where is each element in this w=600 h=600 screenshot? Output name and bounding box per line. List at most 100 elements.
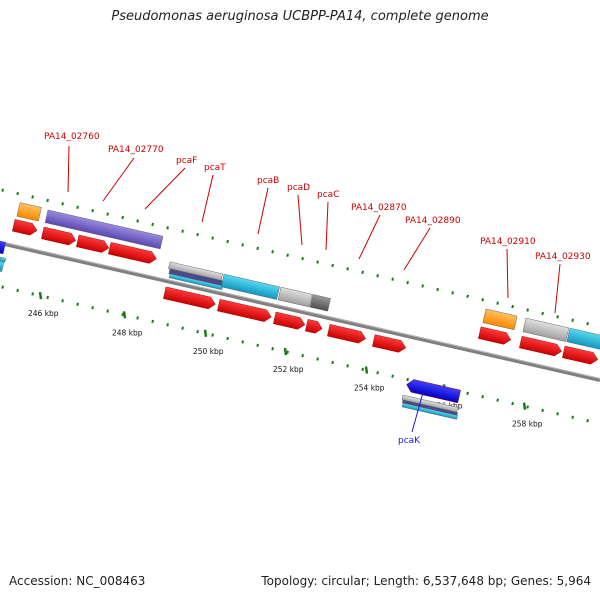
lower-dot-mark [556,412,559,416]
upper-dot-mark [496,301,499,305]
lower-dot-mark [361,367,364,372]
lower-dot-mark [511,401,514,406]
label-leader-line [144,167,186,210]
upper-dot-mark [241,243,244,247]
gene-bar-cyan [0,255,6,263]
label-leader-line [403,227,431,271]
gene-bar-purple [44,209,164,250]
label-leader-line [297,194,303,246]
upper-dot-mark [256,246,259,251]
upper-dot-mark [511,304,514,309]
gene-bar-cyan [168,273,223,290]
lower-dot-mark [301,353,304,358]
upper-dot-mark [391,277,394,281]
accession-text: Accession: NC_008463 [9,574,146,588]
gene-label: pcaC [317,190,339,200]
gene-bar-cyan [401,402,458,420]
lower-dot-mark [541,408,544,413]
lower-dot-mark [241,340,244,344]
upper-dot-mark [556,315,559,319]
upper-dot-mark [541,311,544,316]
label-leader-line [201,174,214,223]
gene-label: PA14_02890 [405,216,461,226]
lower-dot-mark [196,329,199,334]
upper-dot-mark [436,287,439,292]
genome-backbone [0,241,600,382]
cds-arrow [327,324,366,344]
upper-dot-mark [451,291,454,295]
gene-bar-cyan [220,273,280,300]
scale-tick [522,402,527,410]
lower-dot-mark [46,295,49,300]
lower-dot-mark [61,299,64,303]
scale-tick [203,329,208,337]
upper-dot-mark [151,222,154,227]
lower-dot-mark [166,323,169,327]
scale-tick [283,347,288,356]
cds-arrow [372,334,407,353]
pcak-arrow [406,379,461,404]
cds-arrow [478,326,512,345]
scale-label: 246 kbp [28,309,59,318]
upper-dot-mark [406,280,409,285]
gene-label: PA14_02910 [480,237,536,247]
scale-tick [122,311,127,319]
map-title: Pseudomonas aeruginosa UCBPP-PA14, compl… [111,9,489,24]
lower-dot-mark [181,326,184,330]
cds-arrow [41,226,77,246]
label-leader-line [506,248,509,299]
lower-dot-mark [316,357,319,361]
gene-bar-gray [522,317,570,342]
gene-bar-orange [482,308,518,330]
label-leader-line [67,145,70,193]
upper-dot-mark [181,229,184,233]
lower-dot-mark [211,333,214,337]
lower-dot-mark [346,364,349,368]
label-leader-line [257,187,269,235]
upper-dot-mark [61,202,64,206]
lower-dot-mark [31,292,34,296]
upper-dot-mark [166,226,169,230]
upper-dot-mark [76,205,79,209]
upper-dot-mark [211,236,214,240]
gene-bar-blue [0,239,6,255]
cds-arrow [305,319,323,334]
upper-dot-mark [121,215,124,220]
upper-dot-mark [571,318,574,322]
lower-dot-mark [76,302,79,306]
gene-bar-darkgray [309,294,331,312]
lower-dot-mark [496,398,499,402]
gene-bar-orange [16,202,42,222]
upper-dot-mark [136,219,139,223]
upper-dot-mark [376,274,379,278]
upper-dot-mark [196,232,199,237]
scale-label: 254 kbp [354,384,385,393]
upper-dot-mark [271,250,274,254]
lower-dot-mark [286,350,289,354]
gene-label: pcaF [176,156,197,166]
cds-arrow [108,242,157,264]
cds-arrow [519,335,562,357]
upper-dot-mark [316,260,319,264]
scale-tick [38,291,43,300]
gene-label: pcaT [204,163,226,173]
upper-dot-mark [301,256,304,261]
gene-label: pcaK [398,436,421,446]
gene-label: PA14_02760 [44,132,100,142]
lower-dot-mark [526,405,529,409]
gene-bar-cyan [0,260,5,272]
lower-dot-mark [481,395,484,399]
genome-backbone-highlight [0,241,600,379]
upper-dot-mark [481,298,484,302]
gene-label: PA14_02770 [108,145,164,155]
gene-label: pcaD [287,183,310,193]
upper-dot-mark [31,195,34,199]
upper-dot-mark [346,267,349,271]
cds-arrow [12,219,38,236]
scale-label: 258 kbp [512,420,543,429]
cds-arrow [217,298,272,322]
lower-dot-mark [271,347,274,351]
upper-dot-mark [466,294,469,299]
upper-dot-mark [46,198,49,203]
